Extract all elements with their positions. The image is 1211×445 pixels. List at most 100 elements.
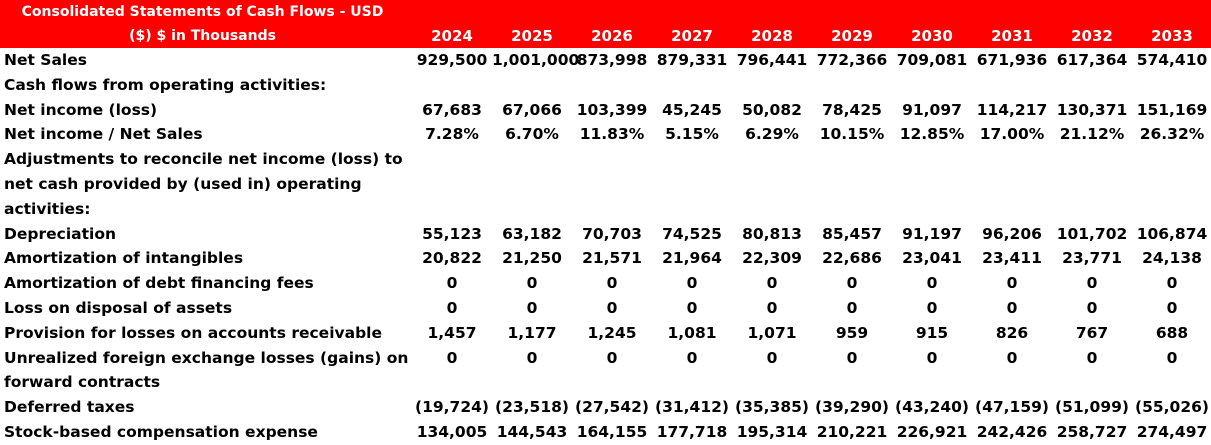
table-cell: 796,441 [736,51,808,69]
table-cell: 0 [846,299,858,317]
row-label: Provision for losses on accounts receiva… [4,323,382,342]
table-cell: 23,041 [902,249,962,268]
table-cell: 1,071 [747,323,797,342]
table-cell: 78,425 [822,100,882,119]
table-cell: 80,813 [742,224,802,243]
table-cell: 0 [526,274,538,293]
row-label: Cash flows from operating activities: [4,75,327,94]
table-cell: 0 [446,274,458,293]
table-cell: 0 [446,299,458,317]
year-header: 2026 [591,27,633,45]
year-header: 2024 [431,27,473,45]
table-row: Stock-based compensation expense 134,005 1… [0,420,1211,445]
table-cell: 23,411 [982,249,1042,268]
table-cell: 1,001,000 [492,51,580,69]
table-cell: 0 [1006,348,1018,367]
table-cell: 85,457 [822,224,882,243]
table-cell: (51,099) [1055,398,1129,417]
table-cell: 45,245 [662,100,722,119]
table-row: Amortization of debt financing fees 0 0 0 0 0… [0,271,1211,296]
table-title-line2: ($) $ in Thousands [129,28,276,44]
table-row: forward contracts [0,370,1211,395]
table-cell: 0 [1166,299,1178,317]
table-cell: 688 [1155,323,1189,342]
table-cell: 21,250 [502,249,562,268]
table-cell: 210,221 [816,423,888,441]
table-cell: 0 [926,299,938,317]
table-cell: (39,290) [815,398,889,417]
table-row: net cash provided by (used in) operating [0,172,1211,197]
table-cell: 671,936 [976,51,1048,69]
table-cell: 1,245 [587,323,637,342]
table-cell: 0 [606,299,618,317]
table-cell: 103,399 [576,100,648,119]
table-cell: 22,309 [742,249,802,268]
table-cell: 144,543 [496,423,568,441]
table-row: Loss on disposal of assets 0 0 0 0 0 0 0 0 0 0 [0,296,1211,321]
table-cell: 67,683 [422,100,482,119]
table-cell: 574,410 [1136,51,1208,69]
table-cell: 26.32% [1139,125,1205,144]
row-label: net cash provided by (used in) operating [4,175,362,193]
table-cell: 0 [446,348,458,367]
table-cell: 0 [1086,274,1098,293]
row-label: Stock-based compensation expense [4,423,318,441]
year-header: 2032 [1071,27,1113,45]
table-cell: 1,177 [507,323,557,342]
table-cell: 7.28% [425,125,479,144]
table-cell: 959 [835,323,869,342]
table-cell: 195,314 [736,423,808,441]
table-row: activities: [0,197,1211,222]
table-cell: 91,097 [902,100,962,119]
table-cell: 12.85% [899,125,965,144]
row-label: Adjustments to reconcile net income (los… [4,150,403,169]
table-cell: 915 [915,323,949,342]
table-cell: 617,364 [1056,51,1128,69]
table-cell: 70,703 [582,224,642,243]
table-cell: 134,005 [416,423,488,441]
table-cell: 20,822 [422,249,482,268]
table-cell: 22,686 [822,249,882,268]
year-header: 2027 [671,27,713,45]
row-label: Loss on disposal of assets [4,299,233,317]
table-cell: 0 [1086,348,1098,367]
table-cell: 0 [846,274,858,293]
table-cell: 101,702 [1056,224,1128,243]
year-header: 2031 [991,27,1033,45]
row-label: Net Sales [4,51,87,69]
table-cell: 0 [926,274,938,293]
table-cell: 709,081 [896,51,968,69]
table-cell: 0 [686,348,698,367]
table-cell: 0 [766,348,778,367]
table-cell: 164,155 [576,423,648,441]
table-cell: 226,921 [896,423,968,441]
table-cell: 0 [526,299,538,317]
row-label: forward contracts [4,373,161,392]
row-label: Net income (loss) [4,100,158,119]
year-header: 2030 [911,27,953,45]
table-cell: 55,123 [422,224,482,243]
table-cell: 114,217 [976,100,1048,119]
year-header: 2028 [751,27,793,45]
table-cell: 0 [1006,299,1018,317]
table-cell: 21.12% [1059,125,1125,144]
table-cell: 0 [686,299,698,317]
table-cell: 151,169 [1136,100,1208,119]
table-cell: 0 [766,299,778,317]
table-cell: 50,082 [742,100,802,119]
table-row: Net Sales 929,500 1,001,000 873,998 879,331 7… [0,48,1211,73]
table-cell: 24,138 [1142,249,1202,268]
table-cell: 63,182 [502,224,562,243]
table-row: Cash flows from operating activities: [0,73,1211,98]
year-header: 2025 [511,27,553,45]
table-cell: (55,026) [1135,398,1209,417]
table-cell: 0 [606,274,618,293]
table-cell: (27,542) [575,398,649,417]
table-cell: 274,497 [1136,423,1208,441]
table-cell: 772,366 [816,51,888,69]
table-cell: 67,066 [502,100,562,119]
table-cell: 258,727 [1056,423,1128,441]
table-cell: 0 [926,348,938,367]
table-row: Amortization of intangibles 20,822 21,250 2… [0,246,1211,271]
table-cell: 21,964 [662,249,722,268]
